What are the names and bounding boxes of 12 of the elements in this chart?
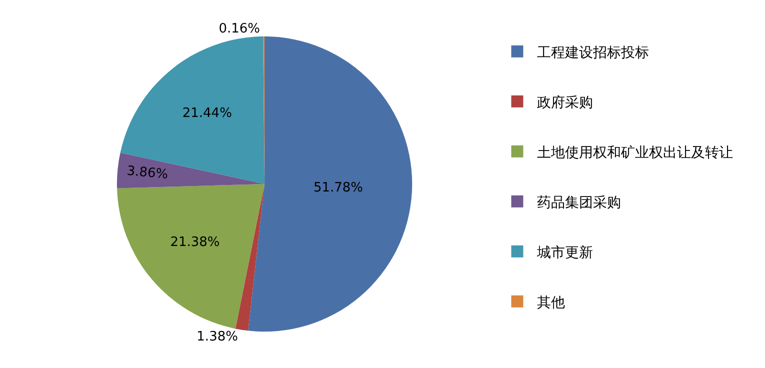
legend-label: 工程建设招标投标: [537, 44, 650, 61]
data-label: 21.44%: [182, 106, 232, 122]
legend-label: 土地使用权和矿业权出让及转让: [537, 144, 734, 161]
legend-label: 其他: [537, 294, 566, 311]
data-label: 3.86%: [126, 164, 169, 183]
data-label: 21.38%: [170, 235, 220, 250]
data-label: 51.78%: [313, 180, 364, 196]
data-label: 0.16%: [218, 21, 260, 36]
legend-label: 政府采购: [537, 94, 594, 111]
legend-label: 城市更新: [536, 244, 594, 261]
legend-label: 药品集团采购: [537, 194, 622, 211]
data-label: 1.38%: [196, 330, 238, 345]
